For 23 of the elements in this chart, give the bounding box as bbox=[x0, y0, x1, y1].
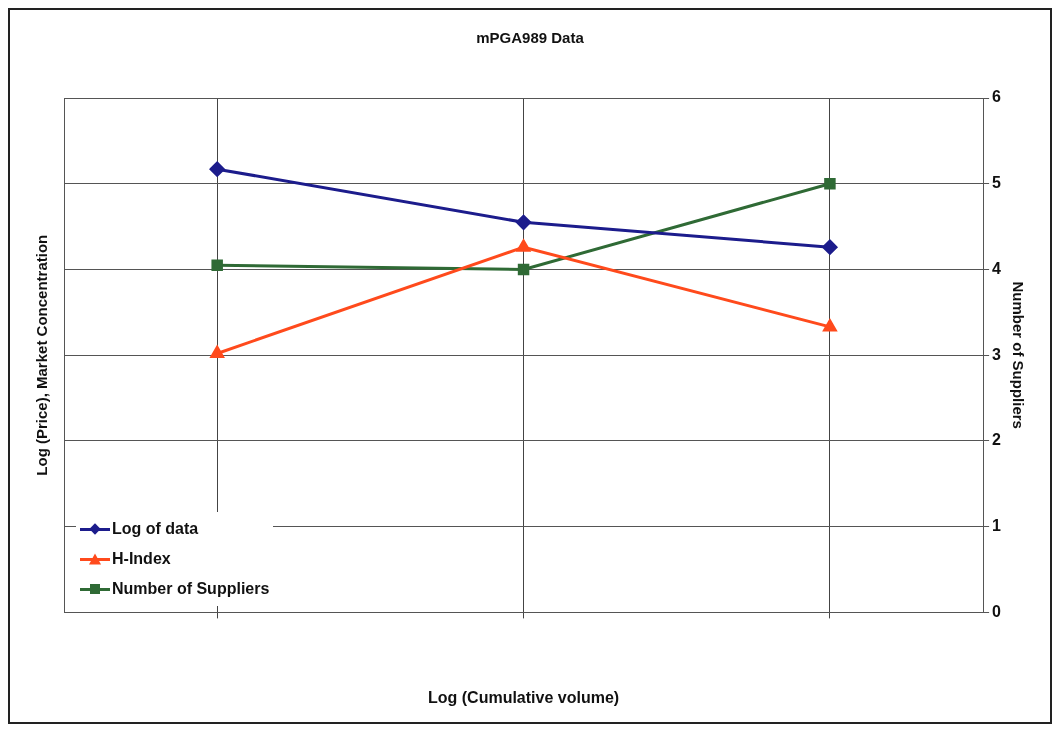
point bbox=[516, 239, 531, 252]
x-axis-title: Log (Cumulative volume) bbox=[427, 688, 620, 706]
chart-title: mPGA989 Data bbox=[476, 29, 585, 47]
y2-axis-title: Log (Price), Market Concentration bbox=[33, 234, 51, 476]
legend-label: H-Index bbox=[112, 550, 171, 569]
legend-label: Number of Suppliers bbox=[112, 580, 270, 599]
y-tick-label: 6 bbox=[992, 88, 1002, 106]
y-tick-label: 0 bbox=[992, 602, 1002, 620]
point bbox=[211, 259, 223, 271]
y-tick-label: 5 bbox=[992, 174, 1002, 192]
y-tick-label: 4 bbox=[992, 259, 1002, 277]
point bbox=[824, 177, 836, 190]
y-axis-title: Number of Suppliers bbox=[1009, 281, 1027, 429]
y-tick-label: 3 bbox=[992, 345, 1002, 363]
point bbox=[209, 161, 225, 177]
y-tick-label: 2 bbox=[992, 431, 1002, 449]
point bbox=[822, 239, 838, 255]
legend-label: Log of data bbox=[112, 520, 199, 539]
point bbox=[823, 319, 837, 332]
point bbox=[516, 214, 532, 230]
point bbox=[517, 263, 530, 276]
y-tick-label: 1 bbox=[992, 517, 1002, 535]
point bbox=[210, 345, 224, 358]
